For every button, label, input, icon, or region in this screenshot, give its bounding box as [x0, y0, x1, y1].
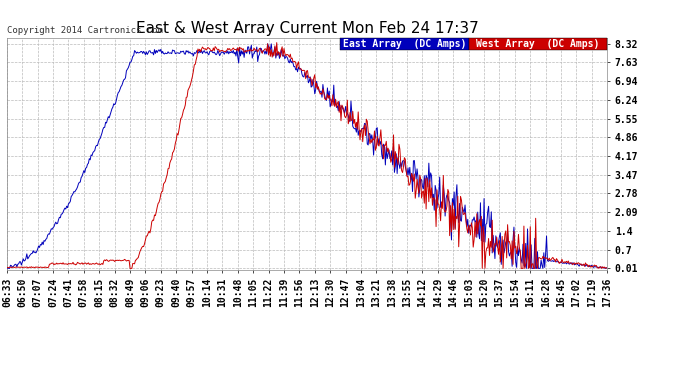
FancyBboxPatch shape [340, 38, 469, 50]
FancyBboxPatch shape [469, 38, 607, 50]
Text: East Array  (DC Amps): East Array (DC Amps) [343, 39, 466, 49]
Title: East & West Array Current Mon Feb 24 17:37: East & West Array Current Mon Feb 24 17:… [136, 21, 478, 36]
Text: West Array  (DC Amps): West Array (DC Amps) [477, 39, 600, 49]
Text: Copyright 2014 Cartronics.com: Copyright 2014 Cartronics.com [7, 26, 163, 35]
